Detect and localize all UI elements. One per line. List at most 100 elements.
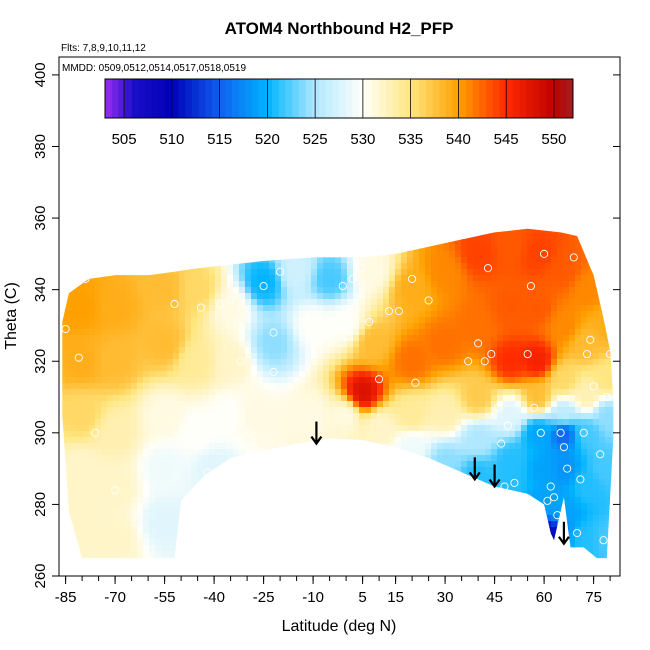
heatmap-cell (473, 389, 480, 396)
heatmap-cell (467, 431, 474, 438)
heatmap-cell (161, 557, 168, 559)
heatmap-cell (143, 431, 150, 438)
heatmap-cell (335, 263, 342, 270)
heatmap-cell (323, 485, 330, 492)
heatmap-cell (161, 359, 168, 366)
heatmap-cell (149, 419, 156, 426)
heatmap-cell (413, 455, 420, 462)
heatmap-cell (149, 228, 156, 234)
heatmap-cell (143, 563, 150, 570)
heatmap-cell (395, 329, 402, 336)
heatmap-cell (323, 515, 330, 522)
heatmap-cell (365, 353, 372, 360)
heatmap-cell (347, 335, 354, 342)
heatmap-cell (275, 377, 282, 384)
heatmap-cell (137, 527, 144, 534)
heatmap-cell (437, 443, 444, 450)
heatmap-cell (251, 341, 258, 348)
heatmap-cell (203, 275, 210, 282)
heatmap-cell (473, 323, 480, 330)
heatmap-cell (293, 485, 300, 492)
heatmap-cell (485, 509, 492, 516)
heatmap-cell (179, 527, 186, 534)
heatmap-cell (251, 545, 258, 552)
heatmap-cell (107, 257, 114, 264)
heatmap-cell (449, 503, 456, 510)
heatmap-cell (203, 419, 210, 426)
heatmap-cell (149, 545, 156, 552)
heatmap-cell (137, 329, 144, 336)
heatmap-cell (389, 521, 396, 528)
heatmap-cell (389, 228, 396, 234)
heatmap-cell (245, 461, 252, 468)
heatmap-cell (491, 461, 498, 468)
heatmap-cell (467, 569, 474, 576)
heatmap-cell (341, 545, 348, 552)
heatmap-cell (125, 287, 132, 294)
heatmap-cell (191, 287, 198, 294)
heatmap-cell (401, 287, 408, 294)
heatmap-cell (341, 347, 348, 354)
heatmap-cell (305, 323, 312, 330)
heatmap-cell (137, 221, 144, 228)
heatmap-cell (419, 533, 426, 540)
heatmap-cell (323, 228, 330, 234)
heatmap-cell (89, 341, 96, 348)
heatmap-cell (209, 395, 216, 402)
heatmap-cell (515, 425, 522, 432)
heatmap-cell (509, 437, 516, 444)
heatmap-cell (377, 395, 384, 402)
heatmap-cell (431, 311, 438, 318)
heatmap-cell (341, 449, 348, 456)
heatmap-cell (293, 281, 300, 288)
heatmap-field (62, 197, 614, 576)
heatmap-cell (185, 263, 192, 270)
heatmap-cell (401, 401, 408, 408)
heatmap-cell (77, 371, 84, 378)
heatmap-cell (383, 539, 390, 546)
heatmap-cell (83, 461, 90, 468)
heatmap-cell (455, 197, 462, 204)
heatmap-cell (407, 509, 414, 516)
heatmap-cell (293, 317, 300, 324)
heatmap-cell (317, 551, 324, 558)
heatmap-cell (359, 221, 366, 228)
heatmap-cell (107, 263, 114, 270)
heatmap-cell (107, 503, 114, 510)
heatmap-cell (377, 437, 384, 444)
heatmap-cell (515, 359, 522, 366)
heatmap-cell (479, 311, 486, 318)
heatmap-cell (62, 437, 66, 444)
heatmap-cell (125, 467, 132, 474)
heatmap-cell (365, 479, 372, 486)
heatmap-cell (341, 443, 348, 450)
heatmap-cell (407, 299, 414, 306)
heatmap-cell (155, 377, 162, 384)
heatmap-cell (317, 491, 324, 498)
heatmap-cell (107, 305, 114, 312)
heatmap-cell (413, 239, 420, 246)
heatmap-cell (107, 377, 114, 384)
heatmap-cell (431, 335, 438, 342)
heatmap-cell (257, 341, 264, 348)
heatmap-cell (515, 329, 522, 336)
heatmap-cell (341, 467, 348, 474)
heatmap-cell (293, 323, 300, 330)
heatmap-cell (509, 551, 516, 558)
heatmap-cell (455, 437, 462, 444)
heatmap-cell (371, 467, 378, 474)
heatmap-cell (497, 197, 504, 204)
heatmap-cell (509, 545, 516, 552)
heatmap-cell (359, 281, 366, 288)
heatmap-cell (179, 293, 186, 300)
heatmap-cell (233, 533, 240, 540)
heatmap-cell (485, 245, 492, 252)
heatmap-cell (521, 215, 528, 222)
heatmap-cell (359, 269, 366, 276)
heatmap-cell (107, 383, 114, 390)
heatmap-cell (233, 287, 240, 294)
heatmap-cell (62, 479, 66, 486)
heatmap-cell (443, 455, 450, 462)
heatmap-cell (485, 263, 492, 270)
heatmap-cell (161, 263, 168, 270)
